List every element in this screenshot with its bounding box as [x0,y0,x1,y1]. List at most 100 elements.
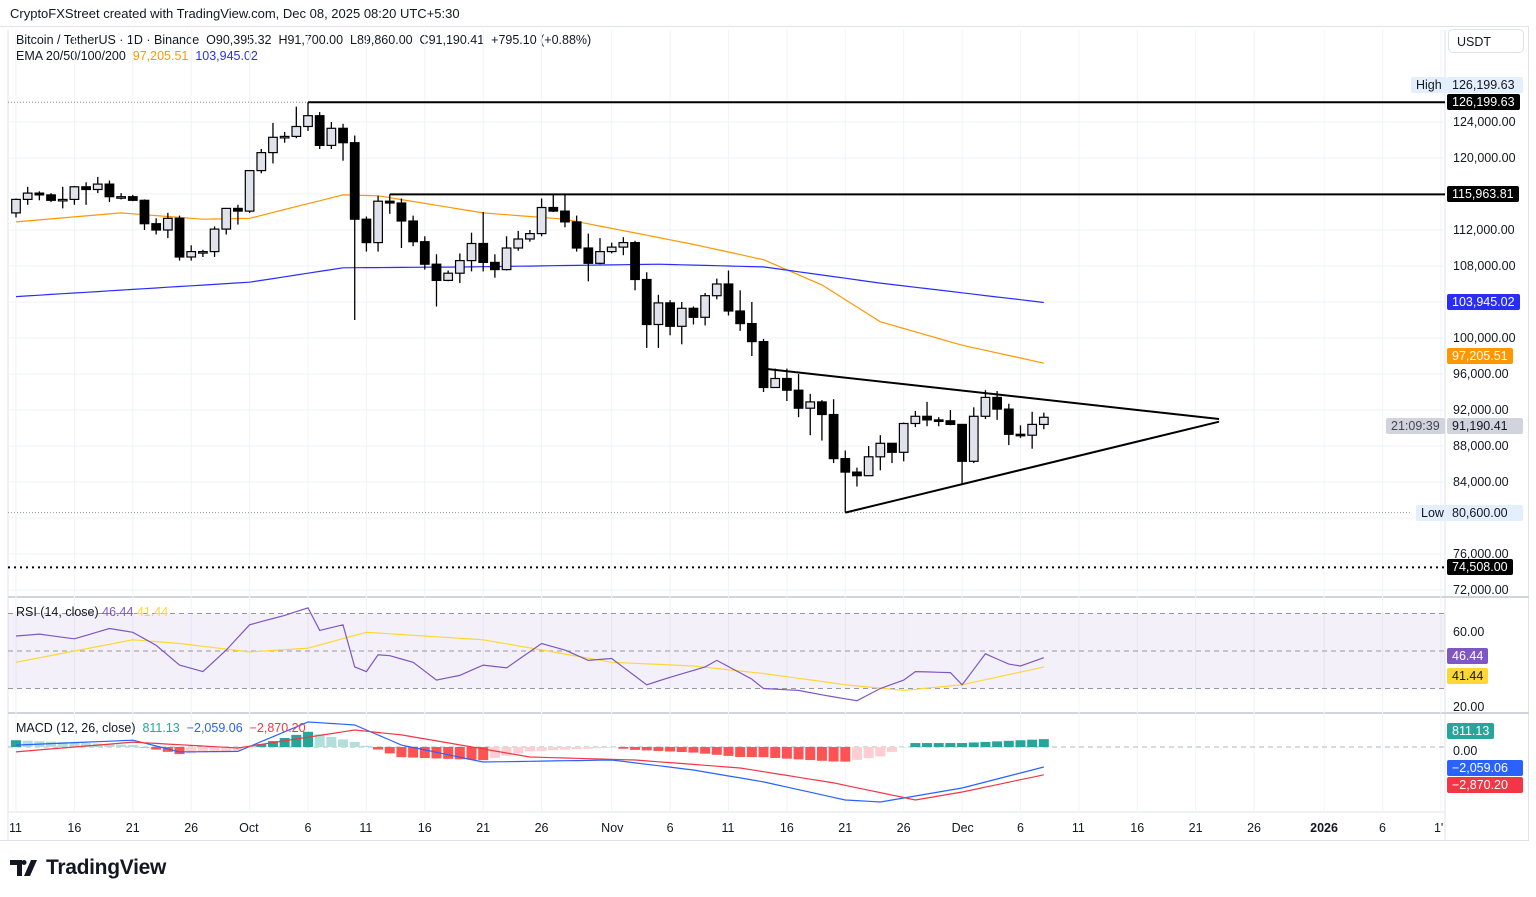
candle-down [758,341,769,389]
candle-down [817,401,827,416]
candle-down [922,415,932,421]
macd-histogram-bar [700,747,711,754]
candle-down [793,389,804,409]
candle-up [186,251,197,258]
candle-up [466,242,477,262]
candle-down [1015,433,1026,437]
macd-histogram-bar [887,747,897,752]
time-tick-label: 26 [896,821,911,835]
time-tick-label: Nov [601,821,624,835]
macd-histogram-bar [968,742,979,747]
candle-up [162,217,173,231]
macd-histogram-bar [875,747,886,757]
macd-histogram-bar [22,740,33,747]
resistance-price-tag: 115,963.81 [1447,186,1519,203]
candle-up [863,456,874,477]
time-tick-label: Dec [951,821,974,835]
candle-countdown: 21:09:39 [1386,418,1445,435]
rsi-ma-line [15,631,1044,692]
macd-histogram-bar [11,740,21,747]
price-tick-label: 108,000.00 [1453,259,1516,273]
macd-histogram-bar [980,741,991,747]
macd-histogram-bar [151,747,162,750]
macd-histogram-bar [851,747,862,760]
ema-legend[interactable]: EMA 20/50/100/200 97,205.51 103,945.02 [16,49,258,63]
macd-histogram-bar [466,747,477,760]
macd-histogram-bar [723,747,734,756]
ema200-value: 103,945.02 [195,49,258,63]
chart-frame [0,26,1529,841]
currency-button[interactable]: USDT [1448,29,1524,53]
signal-line [15,729,1044,801]
candle-down [781,377,792,391]
candle-down [957,423,967,462]
ema200-price-tag: 103,945.02 [1447,294,1520,311]
candle-up [875,442,886,458]
macd-histogram-bar [957,743,968,747]
macd-histogram-bar [69,742,80,747]
macd-label: MACD (12, 26, close) [16,721,136,735]
candle-down [560,210,570,223]
macd-histogram-bar [630,747,641,750]
time-tick-label: 16 [417,821,432,835]
macd-histogram-bar [116,744,127,747]
time-tick-label: 16 [1130,821,1145,835]
high-axis-label: 126,199.63 [1447,77,1523,94]
chart-credit: CryptoFXStreet created with TradingView.… [10,6,460,21]
candle-up [303,115,313,128]
macd-histogram-bar [303,731,313,747]
macd-histogram-bar [676,747,687,753]
candle-up [980,396,991,417]
macd-histogram-bar [454,747,465,760]
macd-histogram-bar [945,743,956,747]
candle-down [314,115,325,146]
candle-up [69,186,80,201]
tradingview-logo[interactable]: TradingView [10,856,166,880]
rsi-ma-value: 41.44 [136,605,169,619]
macd-histogram-bar [104,744,115,747]
macd-legend[interactable]: MACD (12, 26, close) 811.13 −2,059.06 −2… [16,721,306,735]
candle-up [197,251,208,254]
ema50-price-tag: 97,205.51 [1447,348,1513,365]
macd-histogram-bar [816,747,827,761]
macd-histogram-bar [396,747,407,758]
ema-label: EMA 20/50/100/200 [16,49,126,63]
last-price-value: 91,190.41 [1447,418,1523,435]
candle-up [910,415,921,425]
candle-down [81,186,91,191]
time-tick-label: 26 [184,821,199,835]
macd-histogram-bar [338,739,349,747]
price-tick-label: 92,000.00 [1453,403,1509,417]
macd-value-tag: −2,059.06 [1447,759,1523,776]
macd-histogram-bar [606,747,617,748]
macd-histogram-bar [209,747,220,752]
tradingview-logo-icon [10,860,37,876]
rsi-legend[interactable]: RSI (14, close) 46.44 41.44 [16,605,168,619]
candle-up [618,242,629,248]
candle-down [641,278,652,326]
lower-trendline [845,420,1220,514]
candle-down [396,202,407,222]
macd-histogram-bar [57,742,68,747]
candle-down [361,218,372,244]
rsi-value: 46.44 [102,605,134,619]
candle-up [11,198,21,214]
macd-histogram-bar [571,747,582,750]
macd-histogram-bar [992,741,1003,747]
ohlc-open: O90,395.32 [206,33,272,47]
ema50-value: 97,205.51 [132,49,189,63]
candle-up [291,125,302,137]
candle-down [489,261,500,271]
symbol-name: Bitcoin / TetherUS · 1D · Binance [16,33,200,47]
macd-histogram-bar [548,747,559,751]
candle-up [454,260,465,274]
rsi-value-tag: 46.44 [1447,647,1489,664]
macd-histogram-bar [501,747,512,756]
candle-down [1003,408,1014,435]
macd-histogram-bar [443,747,454,759]
candle-up [92,183,103,191]
ohlc-high: H91,700.00 [278,33,344,47]
candle-down [887,442,897,453]
candle-up [653,302,664,326]
